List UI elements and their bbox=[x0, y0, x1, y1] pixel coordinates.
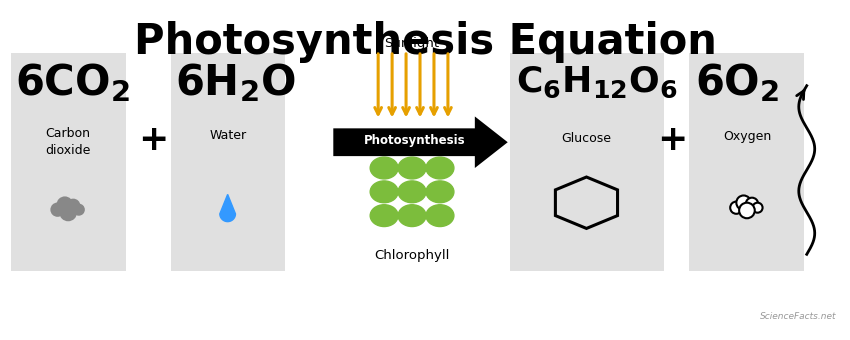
FancyBboxPatch shape bbox=[11, 53, 126, 271]
Ellipse shape bbox=[426, 205, 454, 226]
Text: Glucose: Glucose bbox=[562, 132, 611, 145]
Ellipse shape bbox=[398, 205, 426, 226]
Polygon shape bbox=[333, 116, 507, 168]
Polygon shape bbox=[220, 194, 235, 222]
Text: Carbon
dioxide: Carbon dioxide bbox=[46, 127, 91, 157]
Circle shape bbox=[60, 205, 76, 220]
Text: ScienceFacts.net: ScienceFacts.net bbox=[760, 312, 836, 321]
Text: Photosynthesis Equation: Photosynthesis Equation bbox=[133, 21, 717, 63]
Circle shape bbox=[58, 198, 72, 212]
Ellipse shape bbox=[371, 181, 398, 203]
Circle shape bbox=[745, 198, 758, 210]
Ellipse shape bbox=[398, 181, 426, 203]
Text: Oxygen: Oxygen bbox=[722, 130, 771, 143]
Circle shape bbox=[740, 203, 755, 218]
Text: +: + bbox=[657, 123, 688, 157]
FancyBboxPatch shape bbox=[171, 53, 286, 271]
Ellipse shape bbox=[371, 205, 398, 226]
Circle shape bbox=[736, 195, 751, 210]
Text: $\bf{6H_2O}$: $\bf{6H_2O}$ bbox=[175, 61, 296, 104]
Text: $\bf{6O_2}$: $\bf{6O_2}$ bbox=[695, 61, 779, 104]
Circle shape bbox=[730, 202, 743, 214]
Circle shape bbox=[752, 203, 762, 213]
Ellipse shape bbox=[398, 157, 426, 179]
Text: Photosynthesis: Photosynthesis bbox=[364, 134, 466, 147]
Ellipse shape bbox=[426, 181, 454, 203]
Text: $\bf{6CO_2}$: $\bf{6CO_2}$ bbox=[15, 61, 130, 104]
Text: Sunlight: Sunlight bbox=[384, 36, 439, 50]
Text: Chlorophyll: Chlorophyll bbox=[374, 249, 450, 262]
Ellipse shape bbox=[426, 157, 454, 179]
Text: $\bf{C_6H_{12}O_6}$: $\bf{C_6H_{12}O_6}$ bbox=[516, 65, 677, 100]
Text: +: + bbox=[138, 123, 168, 157]
Ellipse shape bbox=[371, 157, 398, 179]
Circle shape bbox=[67, 200, 79, 212]
Circle shape bbox=[74, 205, 84, 215]
FancyBboxPatch shape bbox=[510, 53, 664, 271]
Text: Water: Water bbox=[209, 129, 246, 142]
Circle shape bbox=[51, 204, 64, 216]
FancyBboxPatch shape bbox=[689, 53, 804, 271]
